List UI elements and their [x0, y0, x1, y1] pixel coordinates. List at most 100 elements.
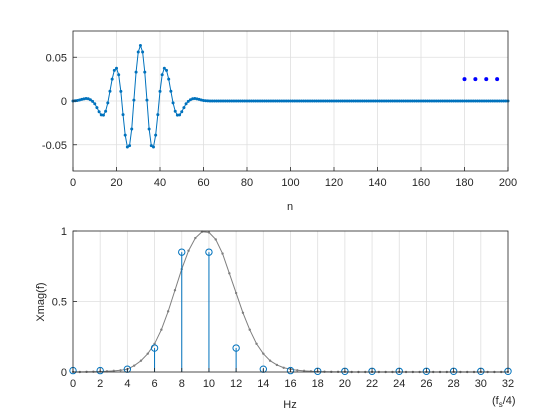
top-series-point-138: [371, 99, 375, 103]
bottom-xtick-label-12: 24: [393, 378, 405, 390]
top-series-point-139: [373, 99, 377, 103]
top-ytick-label-0: -0.05: [42, 140, 67, 152]
top-series-point-111: [312, 99, 316, 103]
top-series-point-16: [106, 101, 110, 105]
top-series-point-15: [104, 109, 108, 113]
top-xtick-label-1: 20: [110, 177, 122, 189]
top-series-point-66: [215, 99, 219, 103]
bottom-xtick-label-13: 26: [420, 378, 432, 390]
top-series-point-97: [282, 99, 286, 103]
top-series-point-157: [412, 99, 416, 103]
top-series-point-18: [110, 77, 114, 81]
top-series-point-117: [325, 99, 329, 103]
top-series-point-175: [452, 99, 456, 103]
top-series-point-71: [225, 99, 229, 103]
continuous-point-18: [194, 236, 197, 240]
top-series-point-107: [304, 99, 308, 103]
top-xtick-label-7: 140: [368, 177, 386, 189]
top-series-point-146: [389, 99, 393, 103]
top-series-point-77: [238, 99, 242, 103]
top-series-point-199: [504, 99, 508, 103]
top-series-point-99: [286, 99, 290, 103]
bottom-xtick-label-14: 28: [448, 378, 460, 390]
top-series-point-182: [467, 99, 471, 103]
top-series-point-143: [382, 99, 386, 103]
top-series-point-38: [154, 133, 158, 137]
top-series-point-100: [289, 99, 292, 103]
top-series-point-121: [334, 99, 338, 103]
top-series-point-91: [269, 99, 273, 103]
continuous-point-29: [268, 359, 272, 362]
top-series-point-90: [267, 99, 271, 103]
top-series-point-109: [308, 99, 312, 103]
continuous-point-14: [166, 310, 170, 313]
bottom-x-axis-label: Hz: [283, 399, 296, 411]
top-series-point-35: [147, 127, 151, 131]
suffix-part-s: s: [499, 400, 503, 409]
top-series-point-128: [349, 99, 353, 103]
top-series-point-40: [158, 89, 162, 93]
continuous-point-10: [139, 359, 143, 362]
top-series-point-174: [449, 99, 453, 103]
top-series-point-113: [317, 99, 321, 103]
top-series-point-150: [397, 99, 401, 103]
top-series-point-161: [421, 99, 425, 103]
top-series-point-119: [330, 99, 334, 103]
top-series-point-129: [352, 99, 356, 103]
bottom-xtick-label-5: 10: [203, 378, 215, 390]
top-series-point-163: [426, 99, 430, 103]
top-series-point-194: [493, 99, 497, 103]
continuous-point-23: [228, 272, 231, 275]
top-series-point-173: [447, 99, 451, 103]
top-series-point-141: [378, 99, 382, 103]
top-series-point-96: [280, 99, 284, 103]
top-series-point-108: [306, 99, 310, 103]
top-series-point-188: [480, 99, 484, 103]
top-series-point-140: [376, 99, 379, 103]
bottom-xtick-label-8: 16: [284, 378, 296, 390]
top-series-point-12: [97, 110, 101, 114]
bottom-xtick-label-2: 4: [124, 378, 130, 390]
top-series-point-64: [210, 99, 214, 103]
top-series-point-130: [354, 99, 358, 103]
top-series-point-184: [471, 99, 475, 103]
top-xtick-label-2: 40: [154, 177, 166, 189]
top-series-point-74: [232, 99, 236, 103]
bottom-x-axis-suffix: (fs/4): [492, 395, 516, 409]
stem-marker-5: [205, 248, 213, 256]
top-series-point-115: [321, 99, 325, 103]
top-series-point-103: [295, 99, 299, 103]
top-xtick-label-10: 200: [499, 177, 517, 189]
top-series-point-149: [395, 99, 399, 103]
top-series-point-156: [410, 99, 414, 103]
top-series-point-185: [473, 99, 477, 103]
top-series-point-73: [230, 99, 234, 103]
top-ellipsis-annotation: [462, 77, 500, 82]
top-series-point-92: [271, 99, 275, 103]
top-series-point-85: [256, 99, 260, 103]
top-series-point-170: [441, 99, 445, 103]
top-series-point-81: [247, 99, 251, 103]
top-series-point-10: [93, 102, 97, 106]
stem-marker-3: [150, 344, 159, 352]
top-series-point-180: [463, 99, 466, 103]
top-series-point-98: [284, 99, 288, 103]
top-xtick-label-3: 60: [197, 177, 209, 189]
top-series-point-172: [445, 99, 449, 103]
top-series-point-88: [262, 99, 266, 103]
top-series-point-198: [502, 99, 506, 103]
top-series-point-6: [84, 97, 88, 101]
top-series-point-195: [495, 99, 499, 103]
top-series-point-63: [208, 99, 212, 103]
top-series-point-127: [347, 99, 351, 103]
top-series-point-110: [310, 99, 314, 103]
top-series-point-134: [362, 99, 366, 103]
top-series-point-41: [160, 73, 164, 77]
top-series-point-42: [162, 66, 166, 70]
continuous-point-24: [234, 291, 238, 295]
top-series-point-112: [315, 99, 319, 103]
top-series-point-45: [169, 89, 173, 93]
stem-marker-4: [178, 248, 186, 256]
top-series-point-106: [302, 99, 306, 103]
top-xtick-label-0: 0: [70, 177, 76, 189]
